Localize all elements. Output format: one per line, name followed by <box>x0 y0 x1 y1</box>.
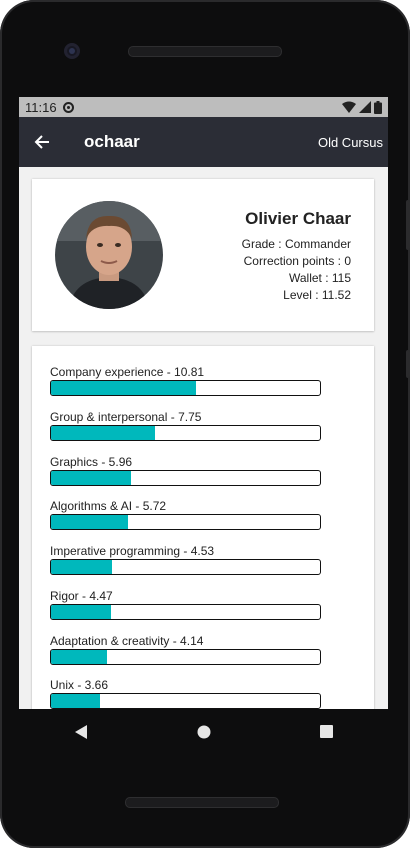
status-bar: 11:16 <box>19 97 388 117</box>
power-button <box>406 350 410 378</box>
sync-icon <box>62 101 74 113</box>
nav-back-button[interactable] <box>51 709 111 754</box>
nav-home-button[interactable] <box>174 709 234 754</box>
skill-progress-fill <box>51 381 197 395</box>
skill-progress-bar <box>50 604 321 620</box>
skill-progress-bar <box>50 514 321 530</box>
skills-card: Company experience - 10.81 Group & inter… <box>32 346 374 709</box>
user-name: Olivier Chaar <box>245 209 351 228</box>
status-time: 11:16 <box>25 99 57 115</box>
profile-card: Olivier Chaar Grade : Commander Correcti… <box>32 179 374 331</box>
skill-progress-bar <box>50 470 321 486</box>
triangle-back-icon <box>74 724 87 739</box>
nav-recents-button[interactable] <box>297 709 357 754</box>
app-screen: 11:16 ochaar Old Cursus <box>19 97 388 709</box>
skill-progress-bar <box>50 559 321 575</box>
top-speaker <box>128 46 282 57</box>
old-cursus-button[interactable]: Old Cursus <box>317 134 383 150</box>
wifi-icon <box>342 101 356 113</box>
skill-label: Algorithms & AI - 5.72 <box>50 499 167 513</box>
circle-home-icon <box>197 725 210 738</box>
skill-progress-fill <box>51 515 128 529</box>
skill-progress-fill <box>51 694 101 708</box>
avatar <box>55 201 163 309</box>
volume-button <box>406 200 410 250</box>
skill-progress-bar <box>50 425 321 441</box>
skill-label: Group & interpersonal - 7.75 <box>50 410 202 424</box>
skill-progress-bar <box>50 380 321 396</box>
skill-progress-fill <box>51 650 107 664</box>
signal-icon <box>359 101 371 113</box>
skill-label: Adaptation & creativity - 4.14 <box>50 634 204 648</box>
skill-label: Rigor - 4.47 <box>50 589 113 603</box>
skill-progress-bar <box>50 649 321 665</box>
bottom-speaker <box>125 797 279 808</box>
square-recents-icon <box>320 725 333 738</box>
user-correction-points: Correction points : 0 <box>243 254 351 268</box>
skill-item: Company experience - 10.81 <box>50 365 321 396</box>
skill-progress-bar <box>50 693 321 709</box>
skill-item: Unix - 3.66 <box>50 678 321 709</box>
skill-item: Adaptation & creativity - 4.14 <box>50 634 321 665</box>
skill-item: Imperative programming - 4.53 <box>50 544 321 575</box>
skill-progress-fill <box>51 560 112 574</box>
arrow-left-icon <box>34 135 49 149</box>
profile-info: Olivier Chaar Grade : Commander Correcti… <box>242 209 351 304</box>
system-nav-bar <box>19 709 388 754</box>
skill-progress-fill <box>51 471 132 485</box>
skill-label: Unix - 3.66 <box>50 678 109 692</box>
skill-item: Algorithms & AI - 5.72 <box>50 499 321 530</box>
front-camera <box>64 43 80 59</box>
app-bar: ochaar Old Cursus <box>19 117 388 167</box>
back-button[interactable] <box>20 117 64 167</box>
skill-item: Group & interpersonal - 7.75 <box>50 410 321 441</box>
skill-item: Rigor - 4.47 <box>50 589 321 620</box>
skill-item: Graphics - 5.96 <box>50 455 321 486</box>
skill-progress-fill <box>51 426 156 440</box>
skill-label: Imperative programming - 4.53 <box>50 544 215 558</box>
page-title: ochaar <box>84 132 140 151</box>
user-grade: Grade : Commander <box>241 237 351 251</box>
battery-icon <box>374 100 382 114</box>
skill-label: Graphics - 5.96 <box>50 455 133 469</box>
skill-progress-fill <box>51 605 112 619</box>
user-wallet: Wallet : 115 <box>288 271 351 285</box>
user-level: Level : 11.52 <box>283 288 351 302</box>
skill-label: Company experience - 10.81 <box>50 365 205 379</box>
